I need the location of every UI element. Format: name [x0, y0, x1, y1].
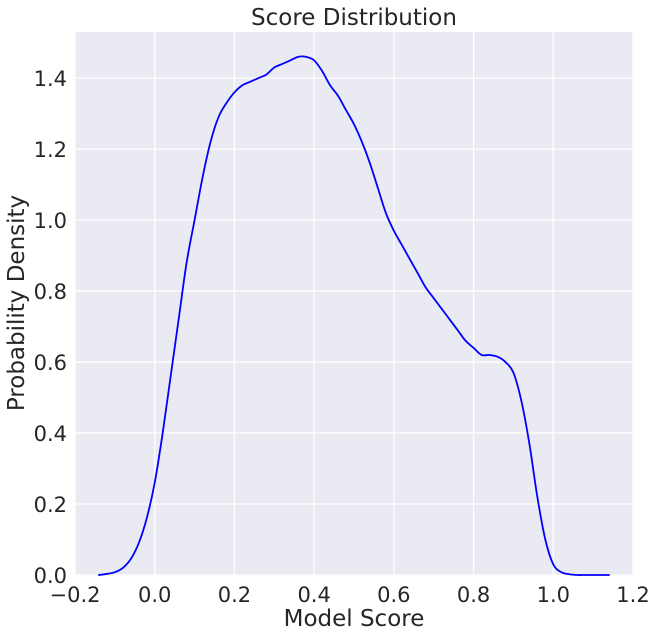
y-tick-label: 0.2: [34, 493, 67, 517]
x-axis-ticks: −0.2 0.0 0.2 0.4 0.6 0.8 1.0 1.2: [50, 583, 650, 607]
x-tick-label: 0.8: [457, 583, 490, 607]
x-tick-label: 0.4: [297, 583, 330, 607]
chart-title: Score Distribution: [251, 5, 457, 31]
y-tick-label: 0.8: [34, 280, 67, 304]
x-tick-label: −0.2: [50, 583, 101, 607]
grid: [74, 32, 634, 576]
plot-area: [75, 32, 633, 575]
x-tick-label: 0.0: [138, 583, 171, 607]
x-axis-label: Model Score: [284, 606, 425, 632]
x-tick-label: 1.2: [616, 583, 649, 607]
y-tick-label: 1.4: [34, 67, 67, 91]
y-tick-label: 0.6: [34, 351, 67, 375]
y-tick-label: 1.0: [34, 209, 67, 233]
y-tick-label: 0.0: [34, 564, 67, 588]
density-line: [98, 55, 610, 576]
y-tick-label: 0.4: [34, 422, 67, 446]
y-axis-ticks: 0.0 0.2 0.4 0.6 0.8 1.0 1.2 1.4: [34, 67, 67, 588]
y-axis-label: Probability Density: [4, 195, 30, 411]
x-tick-label: 1.0: [537, 583, 570, 607]
x-tick-label: 0.2: [218, 583, 251, 607]
x-tick-label: 0.6: [377, 583, 410, 607]
y-tick-label: 1.2: [34, 138, 67, 162]
series-layer: [98, 55, 610, 576]
